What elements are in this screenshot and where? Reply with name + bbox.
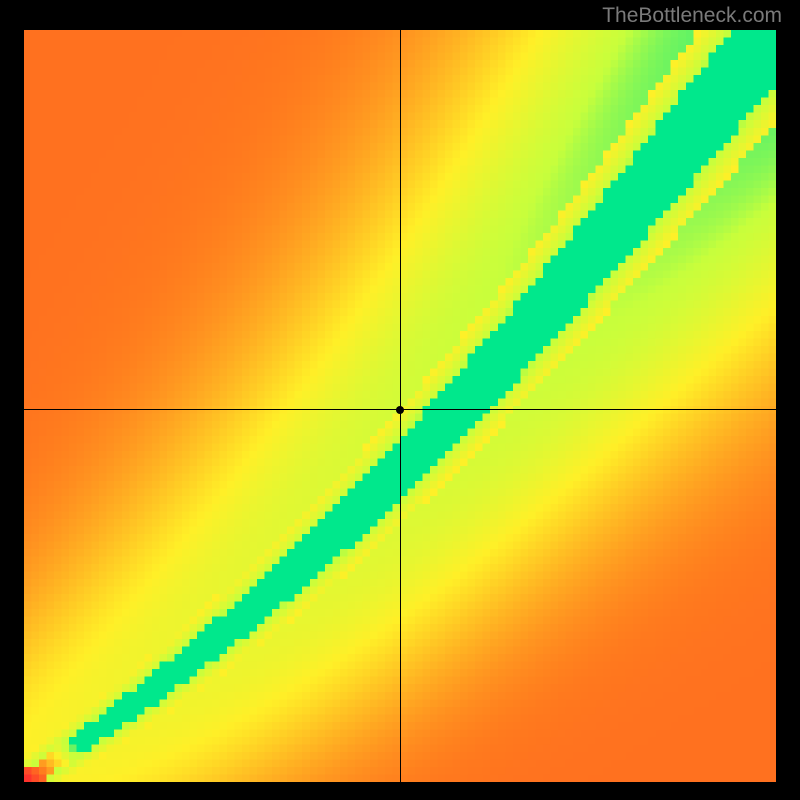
heatmap-plot [24,30,776,782]
chart-container: TheBottleneck.com [0,0,800,800]
crosshair-marker [396,406,404,414]
watermark-label: TheBottleneck.com [602,4,782,28]
